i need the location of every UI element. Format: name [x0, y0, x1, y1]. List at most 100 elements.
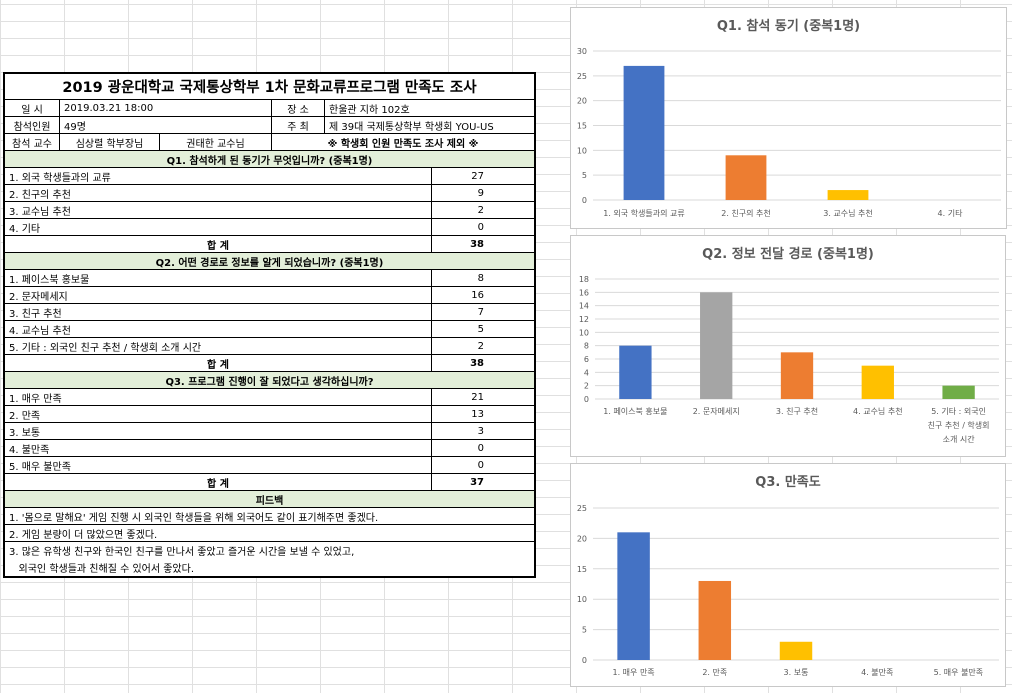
x-tick-label: 2. 만족 [702, 668, 727, 677]
y-tick-label: 10 [577, 146, 587, 155]
attendees-label: 참석인원 [5, 117, 60, 133]
y-tick-label: 14 [579, 302, 589, 311]
chart-svg: Q2. 정보 전달 경로 (중복1명) 0 2 4 6 8 10 12 14 16 18 1. 페이스… [579, 246, 999, 444]
x-tick-label: 3. 교수님 추천 [823, 208, 873, 218]
q2-row-value: 7 [477, 306, 484, 318]
table-row: 3. 보통 3 [5, 423, 534, 440]
q3-total-label: 합 계 [5, 474, 432, 490]
bar[interactable] [780, 352, 814, 399]
chart-q3[interactable]: Q3. 만족도 0 5 10 15 20 25 1. 매우 만족 2. 만족 3. 보통 4. 불만… [570, 463, 1006, 687]
q3-row-label: 3. 보통 [5, 423, 432, 439]
professor-label: 참석 교수 [5, 134, 60, 150]
table-row: 4. 기타 0 [5, 219, 534, 236]
table-row: 4. 교수님 추천 5 [5, 321, 534, 338]
x-tick-label: 4. 불만족 [861, 667, 893, 677]
feedback-line: 1. '몸으로 말해요' 게임 진행 시 외국인 학생들을 위해 외국어도 같이… [5, 508, 534, 525]
q2-heading: Q2. 어떤 경로로 정보를 알게 되었습니까? (중복1명) [5, 253, 534, 269]
x-tick-label: 1. 매우 만족 [613, 668, 655, 677]
q2-row-label: 3. 친구 추천 [5, 304, 432, 320]
table-row: 2. 문자메세지 16 [5, 287, 534, 304]
feedback-text: 2. 게임 분량이 더 많았으면 좋겠다. [9, 529, 158, 541]
bar[interactable] [725, 155, 767, 200]
y-tick-label: 18 [579, 275, 589, 284]
q1-row-label: 4. 기타 [5, 219, 432, 235]
q3-row-label: 5. 매우 불만족 [5, 457, 432, 473]
info-row-attendees: 참석인원 49명 주 최 제 39대 국제통상학부 학생회 YOU-US [5, 117, 534, 134]
y-tick-label: 25 [577, 72, 587, 81]
y-tick-label: 0 [582, 196, 587, 205]
info-row-date: 일 시 2019.03.21 18:00 장 소 한울관 지하 102호 [5, 100, 534, 117]
q3-row-label: 2. 만족 [5, 406, 432, 422]
feedback-heading: 피드백 [5, 491, 534, 507]
q1-total-value: 38 [470, 238, 484, 250]
q2-row-label: 1. 페이스북 홍보물 [5, 270, 432, 286]
q3-row-value: 3 [477, 425, 484, 437]
x-tick-label: 5. 기타 : 외국인 [931, 406, 986, 416]
q1-heading: Q1. 참석하게 된 동기가 무엇입니까? (중복1명) [5, 151, 534, 167]
date-value: 2019.03.21 18:00 [60, 100, 272, 116]
q1-row-value: 9 [477, 187, 484, 199]
q1-total-label: 합 계 [5, 236, 432, 252]
host-value: 제 39대 국제통상학부 학생회 YOU-US [329, 121, 494, 133]
professor-2: 권태한 교수님 [160, 134, 272, 150]
bar[interactable] [619, 345, 652, 399]
x-tick-label: 5. 매우 불만족 [934, 667, 984, 677]
x-tick-label: 3. 친구 추천 [776, 406, 818, 416]
q2-row-value: 5 [477, 323, 484, 335]
x-tick-label: 2. 문자메세지 [693, 407, 740, 416]
q2-row-label: 5. 기타 : 외국인 친구 추천 / 학생회 소개 시간 [5, 338, 432, 354]
bar[interactable] [698, 580, 732, 660]
host-label: 주 최 [272, 117, 325, 133]
x-tick-label: 3. 보통 [784, 668, 809, 677]
y-tick-label: 20 [577, 97, 587, 106]
bar[interactable] [623, 65, 665, 201]
q3-row-value: 0 [477, 459, 484, 471]
q3-row-value: 0 [477, 442, 484, 454]
y-tick-label: 12 [579, 315, 589, 324]
table-row: 1. 외국 학생들과의 교류 27 [5, 168, 534, 185]
chart-title: Q2. 정보 전달 경로 (중복1명) [702, 246, 874, 262]
y-tick-label: 10 [579, 328, 589, 337]
bar[interactable] [827, 190, 869, 200]
feedback-line: 외국인 학생들과 친해질 수 있어서 좋았다. [5, 559, 534, 576]
chart-q2[interactable]: Q2. 정보 전달 경로 (중복1명) 0 2 4 6 8 10 12 14 16 18 1. 페이스… [570, 235, 1006, 457]
q3-row-label: 4. 불만족 [5, 440, 432, 456]
q2-row-value: 16 [471, 289, 484, 301]
attendees-value: 49명 [60, 117, 272, 133]
x-tick-label: 4. 기타 [938, 209, 964, 218]
q2-total-label: 합 계 [5, 355, 432, 371]
x-tick-label: 1. 페이스북 홍보물 [603, 406, 667, 416]
table-row: 3. 친구 추천 7 [5, 304, 534, 321]
q2-total-row: 합 계 38 [5, 355, 534, 372]
survey-table: 2019 광운대학교 국제통상학부 1차 문화교류프로그램 만족도 조사 일 시… [3, 72, 536, 578]
table-row: 3. 교수님 추천 2 [5, 202, 534, 219]
y-tick-label: 6 [584, 355, 589, 364]
survey-note: ※ 학생회 인원 만족도 조사 제외 ※ [327, 138, 479, 150]
table-row: 5. 매우 불만족 0 [5, 457, 534, 474]
table-row: 2. 친구의 추천 9 [5, 185, 534, 202]
table-row: 5. 기타 : 외국인 친구 추천 / 학생회 소개 시간 2 [5, 338, 534, 355]
q3-heading: Q3. 프로그램 진행이 잘 되었다고 생각하십니까? [5, 372, 534, 388]
q2-row-label: 4. 교수님 추천 [5, 321, 432, 337]
x-tick-label: 소개 시간 [943, 434, 976, 444]
table-row: 2. 만족 13 [5, 406, 534, 423]
bar[interactable] [617, 532, 650, 660]
chart-q1[interactable]: Q1. 참석 동기 (중복1명) 0 5 10 15 20 25 30 1. 외국 학생들과의 … [570, 7, 1007, 229]
q2-row-value: 8 [477, 272, 484, 284]
q2-total-value: 38 [470, 357, 484, 369]
y-tick-label: 5 [582, 171, 587, 180]
q3-row-value: 21 [471, 391, 484, 403]
y-tick-label: 0 [584, 395, 589, 404]
q3-row-label: 1. 매우 만족 [5, 389, 432, 405]
bar[interactable] [861, 365, 894, 399]
bar[interactable] [700, 292, 733, 399]
x-tick-label: 2. 친구의 추천 [721, 208, 771, 218]
y-tick-label: 4 [584, 368, 589, 377]
y-tick-label: 15 [577, 565, 587, 574]
chart-svg: Q3. 만족도 0 5 10 15 20 25 1. 매우 만족 2. 만족 3. 보통 4. 불만… [577, 474, 999, 677]
survey-title: 2019 광운대학교 국제통상학부 1차 문화교류프로그램 만족도 조사 [5, 74, 534, 100]
chart-title: Q1. 참석 동기 (중복1명) [717, 18, 860, 34]
bar[interactable] [942, 385, 975, 399]
bar[interactable] [779, 641, 813, 660]
x-tick-label: 4. 교수님 추천 [853, 406, 903, 416]
